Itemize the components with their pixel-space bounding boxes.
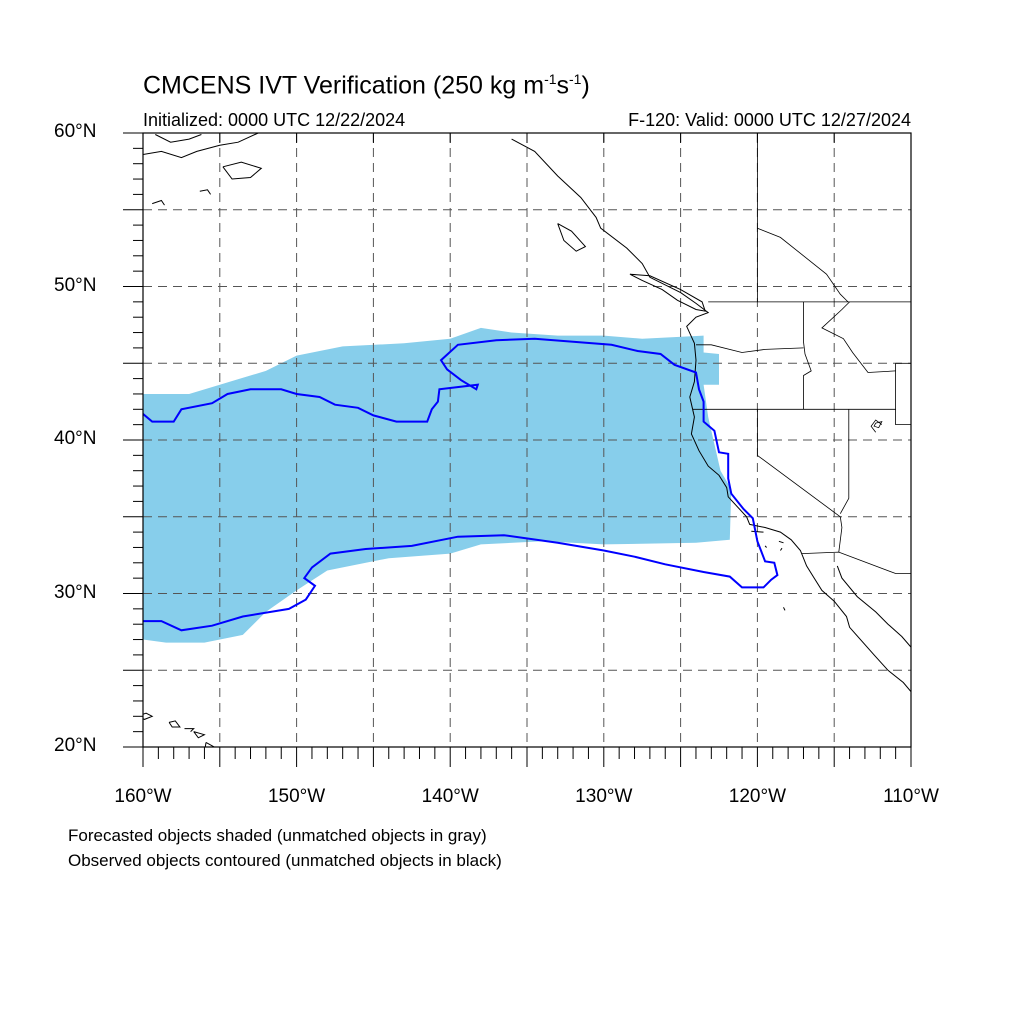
longitude-label: 140°W xyxy=(421,786,479,807)
valid-time: F-120: Valid: 0000 UTC 12/27/2024 xyxy=(628,110,911,130)
longitude-label: 160°W xyxy=(114,786,172,807)
map-frame xyxy=(123,132,912,767)
coastline-layer xyxy=(143,133,911,747)
hawaii-island xyxy=(193,731,206,739)
alaska-island xyxy=(199,189,212,195)
vancouver-island xyxy=(629,273,706,312)
alaska-island xyxy=(152,199,165,206)
haida-gwaii xyxy=(557,223,587,252)
hawaii-island xyxy=(184,728,195,732)
alaska-coastline xyxy=(143,133,259,159)
state-boundary xyxy=(801,551,911,574)
longitude-label: 130°W xyxy=(575,786,633,807)
hawaii-island xyxy=(168,720,181,728)
coastal-island xyxy=(764,545,767,548)
footnote-forecast: Forecasted objects shaded (unmatched obj… xyxy=(68,826,487,845)
state-boundary xyxy=(696,344,804,353)
forecast-objects-layer xyxy=(143,327,732,643)
map-title: CMCENS IVT Verification (250 kg m-1s-1) xyxy=(143,71,590,100)
state-boundary xyxy=(839,409,850,514)
longitude-label: 120°W xyxy=(728,786,787,807)
latitude-label: 20°N xyxy=(54,735,97,756)
latitude-label: 60°N xyxy=(54,121,97,142)
latitude-label: 40°N xyxy=(54,428,97,449)
coastal-island xyxy=(778,540,784,544)
alaska-coastline xyxy=(155,134,202,143)
west-coast-coastline xyxy=(511,138,911,693)
kodiak-island xyxy=(222,161,263,180)
initialized-time: Initialized: 0000 UTC 12/22/2024 xyxy=(143,110,406,130)
gulf-of-california-coast xyxy=(836,565,911,648)
latitude-label: 30°N xyxy=(54,581,97,603)
state-boundary xyxy=(895,363,911,426)
state-boundary xyxy=(757,409,843,553)
coastal-island xyxy=(751,530,764,533)
footnote-observed: Observed objects contoured (unmatched ob… xyxy=(68,851,502,870)
forecast-object xyxy=(143,327,732,643)
coastal-island xyxy=(783,607,786,611)
lake-outline xyxy=(873,421,883,429)
longitude-label: 110°W xyxy=(883,786,939,807)
coastal-island xyxy=(779,547,783,551)
state-boundary xyxy=(803,301,812,410)
longitude-label: 150°W xyxy=(267,786,326,807)
state-boundary xyxy=(821,301,896,373)
state-boundary xyxy=(757,227,849,303)
latitude-label: 50°N xyxy=(54,274,97,296)
graticule xyxy=(143,133,911,747)
observed-object-contour xyxy=(143,337,779,632)
observed-objects-layer xyxy=(143,337,779,632)
hawaii-island xyxy=(204,741,216,747)
